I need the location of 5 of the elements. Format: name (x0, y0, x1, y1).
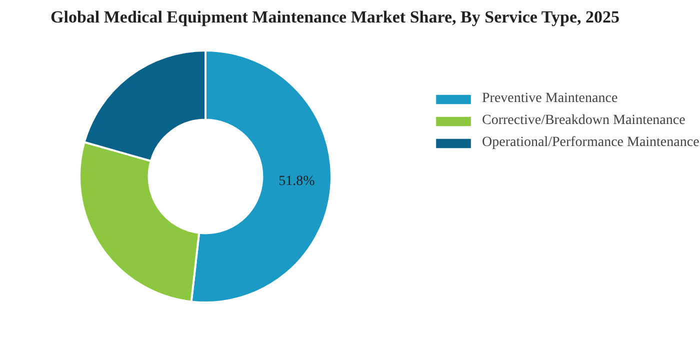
chart-title: Global Medical Equipment Maintenance Market Share, By Service Type, 2025 (50, 8, 620, 26)
legend-label: Corrective/Breakdown Maintenance (482, 113, 686, 129)
data-label: 51.8% (278, 174, 316, 190)
legend-label: Preventive Maintenance (482, 91, 618, 107)
legend-label: Operational/Performance Maintenance (482, 135, 700, 151)
